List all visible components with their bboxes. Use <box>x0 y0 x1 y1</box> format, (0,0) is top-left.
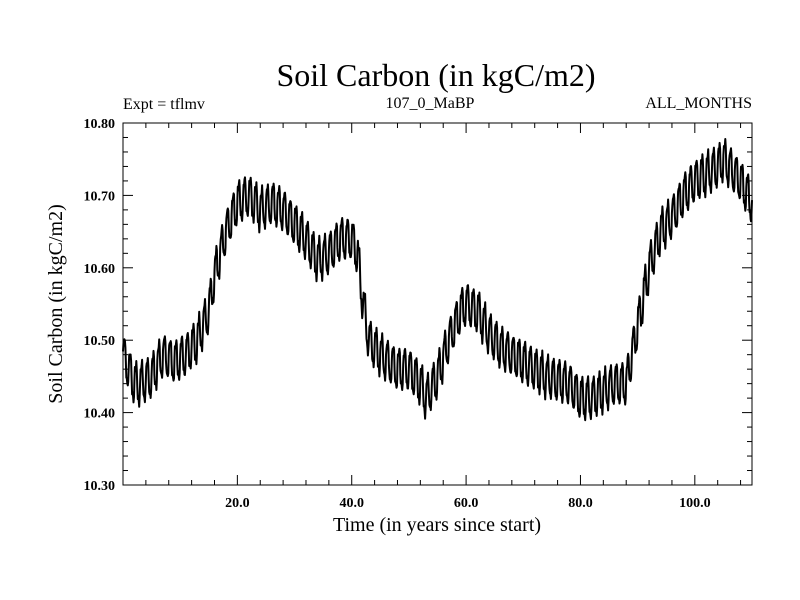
y-tick-label: 10.50 <box>84 334 116 349</box>
x-axis: 20.0 40.0 60.0 80.0 100.0 <box>145 123 742 511</box>
x-axis-label: Time (in years since start) <box>333 514 541 536</box>
x-tick-label: 80.0 <box>568 496 593 511</box>
x-tick-label: 60.0 <box>454 496 479 511</box>
y-tick-label: 10.60 <box>84 262 116 277</box>
y-tick-label: 10.40 <box>84 407 116 422</box>
experiment-label: Expt = tflmv <box>123 96 205 113</box>
months-label: ALL_MONTHS <box>645 95 752 112</box>
chart-title: Soil Carbon (in kgC/m2) <box>276 57 595 93</box>
y-tick-label: 10.30 <box>84 479 116 494</box>
plot-frame <box>122 122 753 486</box>
period-label: 107_0_MaBP <box>386 95 475 112</box>
y-axis-label: Soil Carbon (in kgC/m2) <box>45 204 67 403</box>
series-line-soil-carbon <box>122 138 753 422</box>
y-tick-label: 10.70 <box>84 189 116 204</box>
x-tick-label: 100.0 <box>679 496 711 511</box>
x-tick-label: 20.0 <box>225 496 250 511</box>
y-axis: 10.30 10.40 10.50 10.60 10.70 10.80 <box>84 117 752 494</box>
x-tick-label: 40.0 <box>339 496 364 511</box>
y-tick-label: 10.80 <box>84 117 116 132</box>
